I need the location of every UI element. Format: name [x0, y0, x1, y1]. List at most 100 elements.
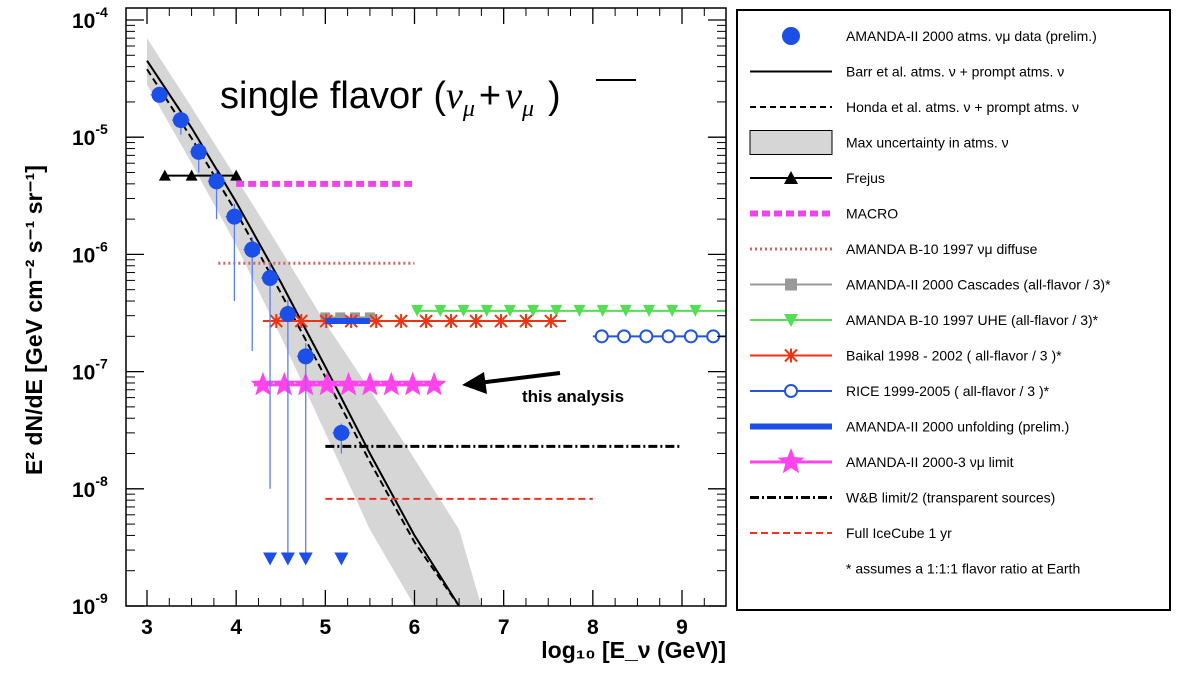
y-tick-label: 10-6 [72, 238, 108, 267]
data-point [190, 143, 207, 160]
y-tick-base: 10 [72, 10, 95, 33]
data-point [226, 208, 243, 225]
x-tick-label: 6 [409, 616, 421, 639]
y-tick-base: 10 [72, 362, 95, 385]
legend-label: AMANDA B-10 1997 νμ diffuse [846, 241, 1038, 257]
amanda-limit-star [314, 371, 340, 396]
this-analysis-label: this analysis [522, 387, 624, 406]
uhe-marker [411, 304, 424, 317]
legend-symbol-triangle [784, 171, 798, 184]
rice-marker [683, 329, 698, 344]
y-tick-label: 10-5 [72, 121, 108, 150]
legend: AMANDA-II 2000 atms. νμ data (prelim.) Ba… [749, 27, 1111, 577]
mu-subscript: μ [462, 96, 475, 122]
x-axis-title: log₁₀ [E_ν (GeV)] [541, 637, 726, 663]
y-tick-label: 10-4 [72, 4, 108, 33]
rice-marker [639, 329, 654, 344]
x-tick-label: 5 [319, 616, 331, 639]
legend-label: AMANDA-II 2000 atms. νμ data (prelim.) [846, 28, 1097, 44]
svg-text:single flavor (νμ+νμ): single flavor (νμ + νμ) [220, 75, 561, 122]
upper-limit-arrow [334, 552, 349, 566]
legend-label: Full IceCube 1 yr [846, 525, 952, 541]
legend-symbol-star [777, 448, 805, 474]
legend-label: W&B limit/2 (transparent sources) [846, 490, 1055, 506]
plot-frame [125, 7, 727, 607]
axis-layer: 3 4 5 6 7 8 910-910-810-710-610-510-4 [72, 4, 726, 639]
y-axis-title: E² dN/dE [GeV cm⁻² s⁻¹ sr⁻¹] [21, 165, 47, 475]
legend-label: AMANDA-II 2000-3 νμ limit [846, 454, 1014, 470]
y-tick-exponent: -8 [95, 473, 108, 489]
data-point [262, 269, 279, 286]
legend-box [736, 9, 1171, 611]
cascades-marker [335, 312, 346, 323]
y-tick-label: 10-9 [72, 590, 108, 619]
mu-bar-subscript: μ [521, 96, 534, 122]
plus-sign: + [479, 75, 501, 117]
rice-marker [661, 329, 676, 344]
y-tick-exponent: -5 [95, 121, 108, 137]
legend-label: Honda et al. atms. ν + prompt atms. ν [846, 99, 1079, 115]
data-point [208, 173, 225, 190]
upper-limit-arrow [263, 552, 278, 566]
data-point [151, 86, 168, 103]
legend-label: Max uncertainty in atms. ν [846, 135, 1009, 151]
data-points-layer [150, 86, 351, 566]
single-flavor-annotation: single flavor (νμ + νμ) [220, 75, 636, 122]
legend-symbol-box [749, 130, 833, 155]
legend-symbol-dot [782, 27, 800, 45]
uhe-marker [596, 304, 609, 317]
amanda-limit-star [421, 371, 447, 396]
frejus-marker [158, 169, 171, 181]
uhe-marker [619, 304, 632, 317]
y-tick-base: 10 [72, 244, 95, 267]
legend-label: MACRO [846, 206, 898, 222]
amanda-limit-star [400, 371, 426, 396]
uhe-marker [434, 304, 447, 317]
data-point [297, 348, 314, 365]
rice-marker [617, 329, 632, 344]
legend-label: Frejus [846, 170, 885, 186]
uhe-marker [689, 304, 702, 317]
data-point [172, 112, 189, 129]
uhe-marker [666, 304, 679, 317]
legend-symbol-invtriangle [784, 314, 798, 327]
legend-label: Baikal 1998 - 2002 ( all-flavor / 3 )* [846, 348, 1062, 364]
data-point [279, 306, 296, 323]
amanda-limit-star [379, 371, 404, 396]
legend-label: AMANDA B-10 1997 UHE (all-flavor / 3)* [846, 312, 1099, 328]
y-tick-label: 10-7 [72, 356, 108, 385]
x-tick-label: 3 [141, 616, 153, 639]
legend-label: Barr et al. atms. ν + prompt atms. ν [846, 64, 1064, 80]
uhe-marker [550, 304, 563, 317]
honda-curve [146, 68, 460, 607]
data-point [244, 241, 261, 258]
y-tick-base: 10 [72, 596, 95, 619]
uhe-marker [480, 304, 493, 317]
amanda-limit-star [272, 371, 297, 396]
x-tick-label: 9 [676, 616, 688, 639]
y-tick-exponent: -9 [95, 590, 108, 606]
nu-symbol: ν [446, 75, 463, 117]
y-tick-exponent: -4 [95, 4, 108, 20]
amanda-limit-star [357, 371, 383, 396]
amanda-limit-star [250, 371, 276, 396]
rice-marker [594, 329, 609, 344]
single-flavor-suffix: ) [548, 75, 561, 117]
this-analysis-arrow [462, 371, 561, 394]
upper-limit-arrow [298, 552, 313, 566]
legend-symbol-square [785, 278, 797, 291]
y-tick-exponent: -6 [95, 238, 108, 254]
legend-label: * assumes a 1:1:1 flavor ratio at Earth [846, 561, 1080, 577]
legend-label: AMANDA-II 2000 Cascades (all-flavor / 3)… [846, 277, 1111, 293]
x-tick-label: 8 [587, 616, 599, 639]
uhe-marker [643, 304, 656, 317]
y-tick-exponent: -7 [95, 356, 108, 372]
y-tick-base: 10 [72, 479, 95, 502]
legend-label: AMANDA-II 2000 unfolding (prelim.) [846, 419, 1069, 435]
barr-curve [146, 60, 460, 607]
upper-limit-arrow [280, 552, 295, 566]
frejus-marker [230, 169, 243, 181]
y-tick-base: 10 [72, 127, 95, 150]
uhe-marker [573, 304, 586, 317]
